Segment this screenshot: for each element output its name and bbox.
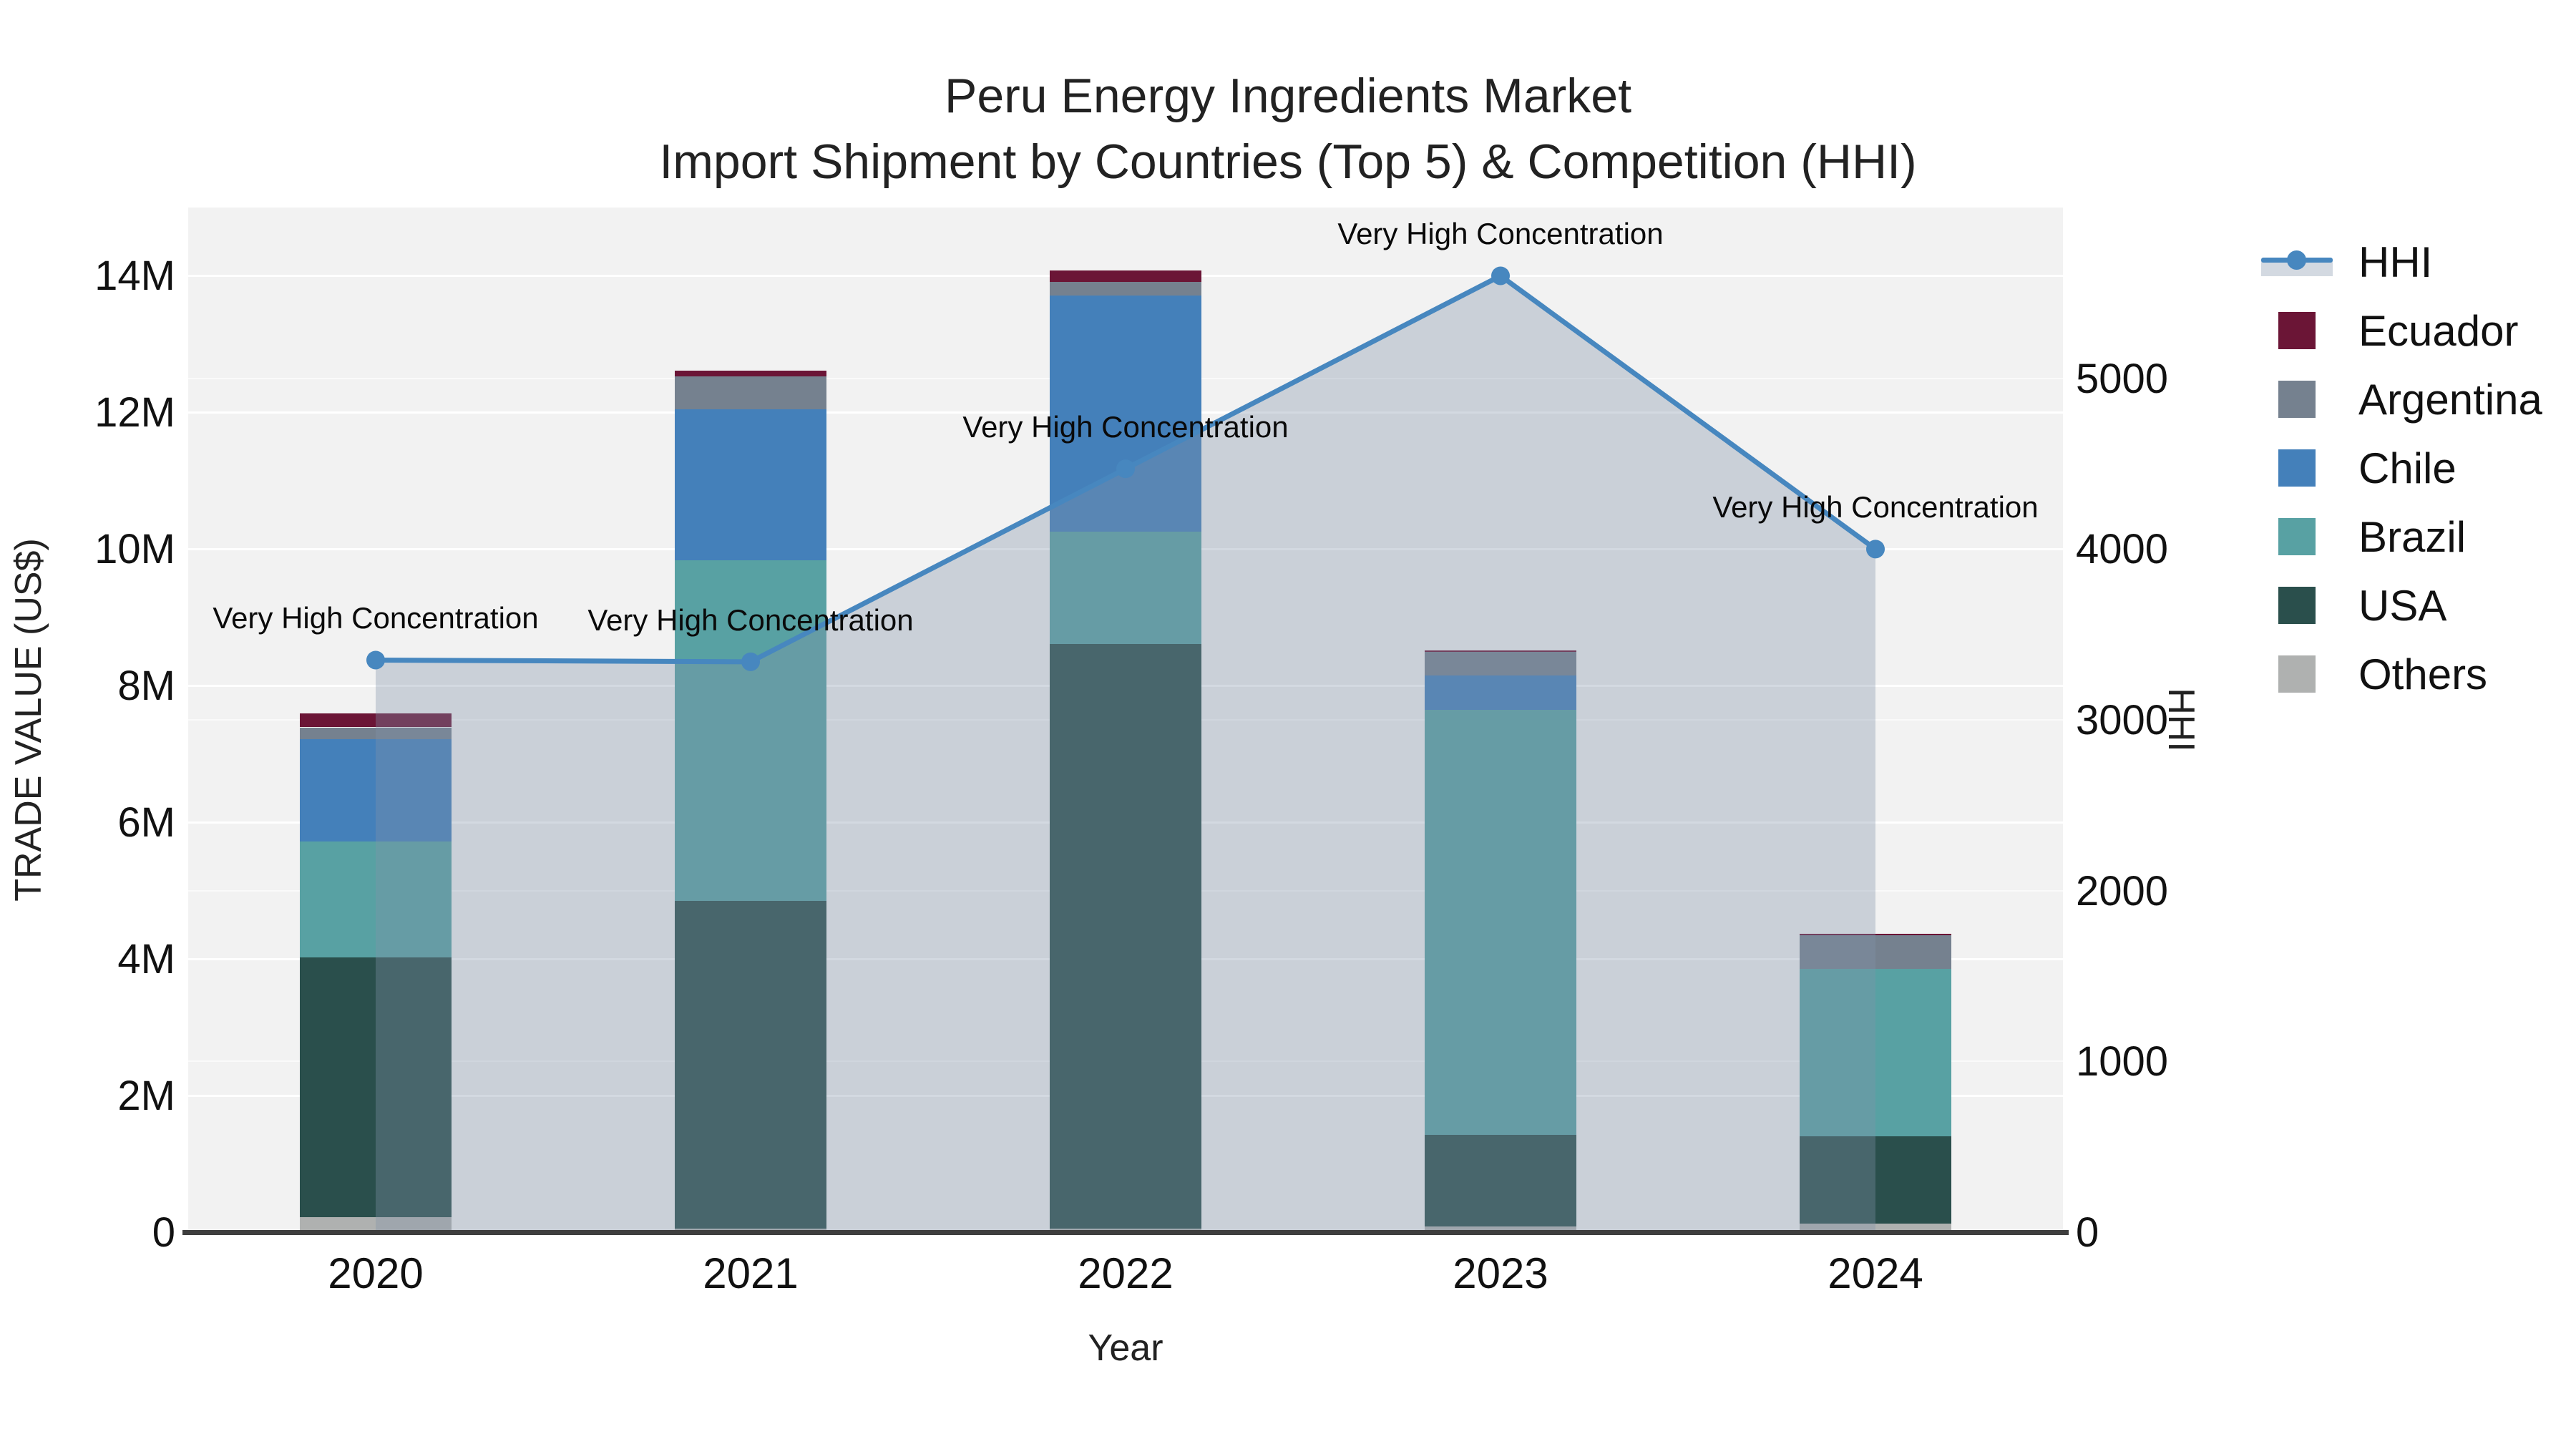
annotation-2021: Very High Concentration: [587, 602, 914, 637]
bar-segment-chile-2023[interactable]: [1425, 675, 1576, 710]
legend-item-argentina[interactable]: Argentina: [2260, 365, 2542, 434]
annotation-2024: Very High Concentration: [1712, 490, 2039, 525]
legend-item-others[interactable]: Others: [2260, 640, 2542, 708]
legend-label: USA: [2358, 581, 2447, 630]
bar-segment-ecuador-2022[interactable]: [1050, 270, 1201, 283]
legend-label: Brazil: [2358, 512, 2467, 561]
y-right-tick-5000: 5000: [2076, 355, 2169, 402]
legend-color-swatch-icon: [2278, 312, 2316, 349]
legend-swatch-argentina: [2260, 381, 2338, 418]
legend-color-swatch-icon: [2278, 381, 2316, 418]
hhi-marker-2024[interactable]: [1866, 540, 1885, 559]
bar-segment-argentina-2022[interactable]: [1050, 282, 1201, 296]
x-tick-2022: 2022: [1078, 1249, 1174, 1297]
annotation-2020: Very High Concentration: [213, 601, 539, 635]
bar-segment-others-2023[interactable]: [1425, 1226, 1576, 1232]
hhi-marker-2023[interactable]: [1491, 266, 1510, 286]
hhi-marker-2020[interactable]: [366, 650, 385, 670]
bar-segment-brazil-2024[interactable]: [1800, 969, 1951, 1137]
plot-area: Very High Concentration Very High Concent…: [188, 208, 2063, 1232]
legend-item-ecuador[interactable]: Ecuador: [2260, 296, 2542, 365]
y-right-tick-1000: 1000: [2076, 1038, 2169, 1085]
legend-swatch-chile: [2260, 449, 2338, 487]
y-right-tick-2000: 2000: [2076, 867, 2169, 914]
bar-segment-others-2020[interactable]: [300, 1216, 452, 1232]
y-left-tick-8M: 8M: [117, 663, 175, 710]
bar-segment-usa-2023[interactable]: [1425, 1135, 1576, 1227]
x-tick-2020: 2020: [328, 1249, 424, 1297]
y-left-tick-12M: 12M: [94, 389, 175, 436]
legend-item-chile[interactable]: Chile: [2260, 434, 2542, 502]
annotation-2023: Very High Concentration: [1337, 217, 1664, 251]
bar-segment-brazil-2021[interactable]: [675, 560, 826, 901]
bar-segment-argentina-2020[interactable]: [300, 727, 452, 739]
legend-color-swatch-icon: [2278, 449, 2316, 487]
y-left-tick-2M: 2M: [117, 1073, 175, 1120]
legend-label: HHI: [2358, 238, 2433, 286]
y-left-tick-14M: 14M: [94, 253, 175, 300]
x-tick-2023: 2023: [1453, 1249, 1548, 1297]
legend-item-hhi[interactable]: HHI: [2260, 228, 2542, 296]
legend-label: Argentina: [2358, 375, 2542, 424]
legend-label: Chile: [2358, 444, 2457, 492]
bar-segment-ecuador-2023[interactable]: [1425, 650, 1576, 652]
x-tick-2021: 2021: [703, 1249, 799, 1297]
bar-segment-usa-2022[interactable]: [1050, 644, 1201, 1229]
legend-item-usa[interactable]: USA: [2260, 571, 2542, 640]
annotation-2022: Very High Concentration: [962, 410, 1289, 444]
hhi-marker-2021[interactable]: [741, 652, 760, 671]
legend-label: Ecuador: [2358, 306, 2519, 355]
legend: HHI Ecuador Argentina Chile Brazil USA Others: [2260, 228, 2542, 708]
legend-swatch-usa: [2260, 587, 2338, 624]
bar-segment-brazil-2020[interactable]: [300, 841, 452, 958]
bar-segment-chile-2021[interactable]: [675, 409, 826, 560]
x-axis-line: [182, 1230, 2069, 1235]
hhi-marker-2022[interactable]: [1116, 459, 1135, 479]
y-right-tick-4000: 4000: [2076, 526, 2169, 573]
legend-label: Others: [2358, 650, 2488, 698]
legend-swatch-brazil: [2260, 518, 2338, 555]
bar-segment-brazil-2023[interactable]: [1425, 709, 1576, 1136]
bar-segment-chile-2020[interactable]: [300, 738, 452, 841]
bar-segment-others-2024[interactable]: [1800, 1223, 1951, 1232]
bar-segment-brazil-2022[interactable]: [1050, 532, 1201, 645]
bar-segment-ecuador-2021[interactable]: [675, 371, 826, 376]
legend-swatch-ecuador: [2260, 312, 2338, 349]
chart-title: Peru Energy Ingredients Market: [944, 69, 1632, 123]
hhi-line-swatch-icon: [2261, 243, 2333, 280]
y-left-tick-6M: 6M: [117, 799, 175, 847]
bar-segment-argentina-2024[interactable]: [1800, 935, 1951, 970]
legend-color-swatch-icon: [2278, 518, 2316, 555]
hhi-line-layer: [366, 266, 1885, 1232]
legend-color-swatch-icon: [2278, 655, 2316, 693]
y-right-tick-3000: 3000: [2076, 697, 2169, 743]
chart-subtitle: Import Shipment by Countries (Top 5) & C…: [659, 135, 1917, 189]
y-left-tick-0: 0: [152, 1209, 175, 1256]
legend-item-brazil[interactable]: Brazil: [2260, 502, 2542, 571]
hhi-area-fill: [376, 275, 1875, 1232]
bar-segment-usa-2024[interactable]: [1800, 1136, 1951, 1224]
y-right-tick-0: 0: [2076, 1209, 2099, 1256]
y-left-tick-10M: 10M: [94, 526, 175, 573]
bar-segment-usa-2020[interactable]: [300, 957, 452, 1217]
y-axis-left-title: TRADE VALUE (US$): [8, 538, 49, 902]
bar-segment-argentina-2021[interactable]: [675, 376, 826, 409]
bar-segment-argentina-2023[interactable]: [1425, 651, 1576, 675]
x-axis-title: Year: [1088, 1327, 1163, 1369]
legend-color-swatch-icon: [2278, 587, 2316, 624]
bar-segment-ecuador-2024[interactable]: [1800, 933, 1951, 935]
x-tick-2024: 2024: [1828, 1249, 1923, 1297]
legend-swatch-hhi: [2260, 243, 2338, 280]
legend-swatch-others: [2260, 655, 2338, 693]
bar-segment-usa-2021[interactable]: [675, 900, 826, 1229]
bar-segment-ecuador-2020[interactable]: [300, 713, 452, 728]
y-left-tick-4M: 4M: [117, 936, 175, 983]
